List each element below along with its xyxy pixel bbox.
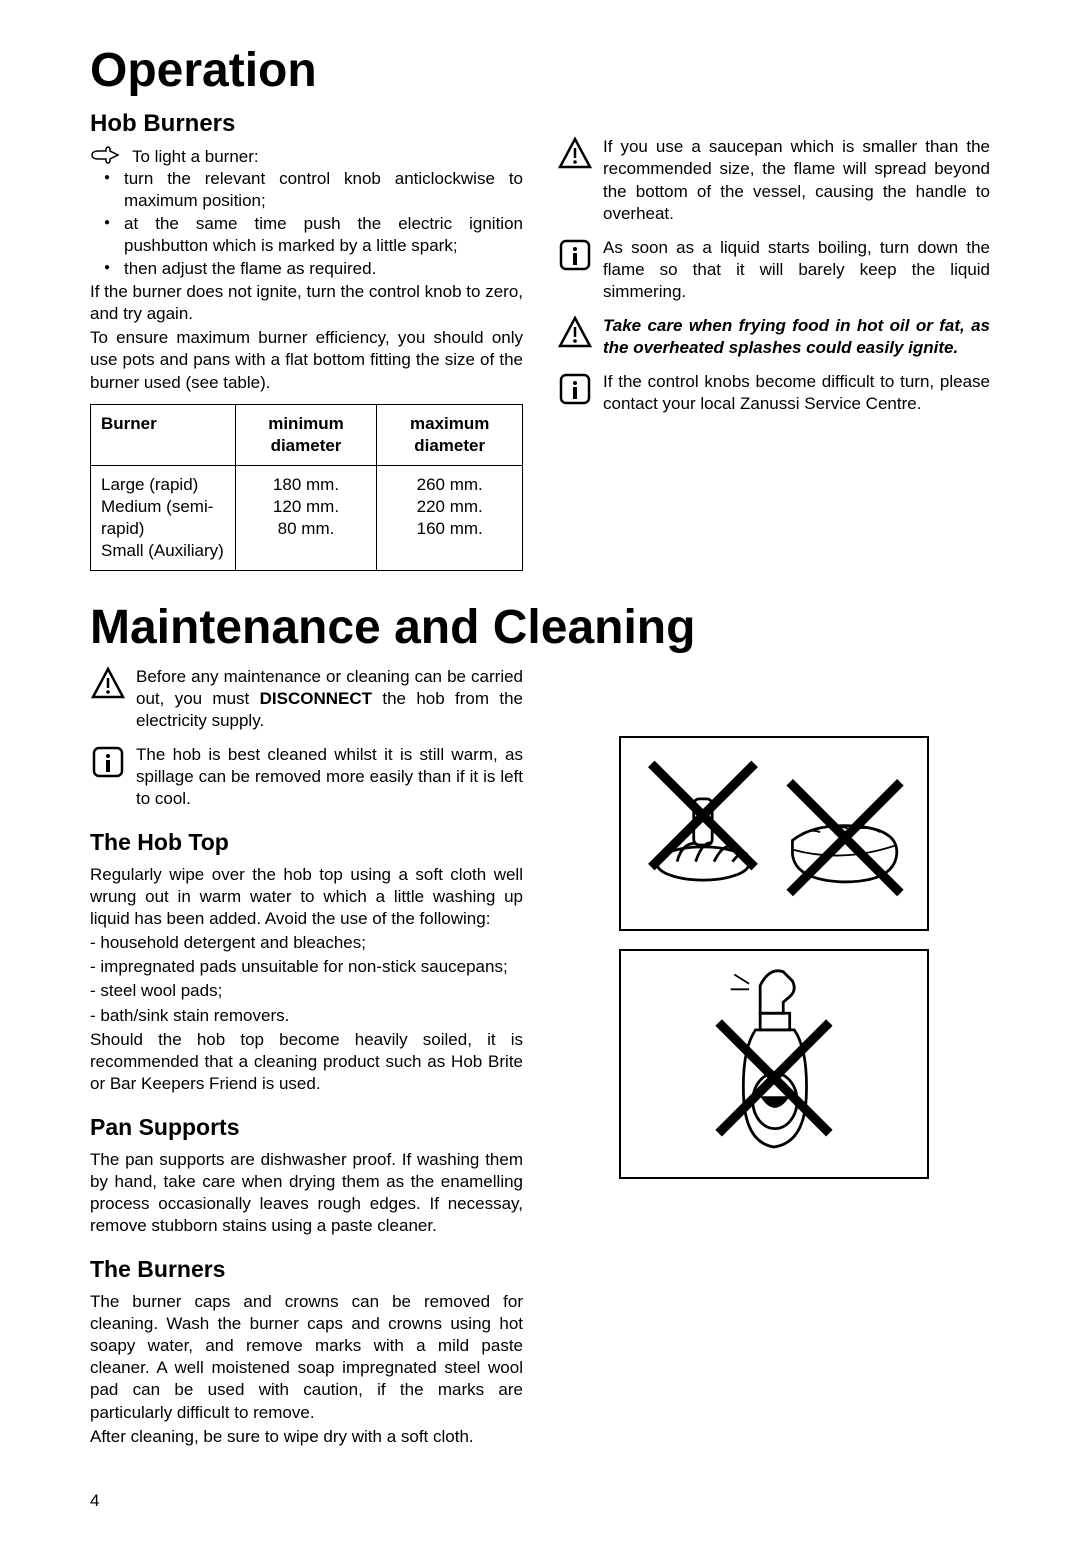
info-square-icon — [557, 237, 593, 273]
warning-disconnect-text: Before any maintenance or cleaning can b… — [136, 666, 523, 732]
heading-operation: Operation — [90, 40, 990, 102]
th-max: maximum diameter — [377, 404, 523, 465]
th-burner: Burner — [91, 404, 236, 465]
cell-line: 260 mm. — [387, 474, 512, 496]
light-burner-text: To light a burner: — [132, 146, 259, 168]
cell-burner: Large (rapid) Medium (semi-rapid) Small … — [91, 465, 236, 570]
ignite-retry-text: If the burner does not ignite, turn the … — [90, 281, 523, 325]
pan-supports-text: The pan supports are dishwasher proof. I… — [90, 1149, 523, 1237]
avoid-item-2: - impregnated pads unsuitable for non-st… — [90, 956, 523, 978]
cell-line: 120 mm. — [246, 496, 367, 518]
warning-frying-text: Take care when frying food in hot oil or… — [603, 315, 990, 359]
maintenance-columns: Before any maintenance or cleaning can b… — [90, 666, 990, 1450]
table-header-row: Burner minimum diameter maximum diameter — [91, 404, 523, 465]
step-3: then adjust the flame as required. — [90, 258, 523, 280]
info-square-icon — [557, 371, 593, 407]
cell-max: 260 mm. 220 mm. 160 mm. — [377, 465, 523, 570]
illustration-spray-bottle — [619, 949, 929, 1179]
heading-hob-top: The Hob Top — [90, 828, 523, 858]
operation-left-col: Hob Burners To light a burner: turn the … — [90, 108, 523, 571]
avoid-item-1: - household detergent and bleaches; — [90, 932, 523, 954]
heading-pan-supports: Pan Supports — [90, 1113, 523, 1143]
maintenance-right-col — [557, 666, 990, 1450]
heading-maintenance: Maintenance and Cleaning — [90, 597, 990, 659]
warning-frying: Take care when frying food in hot oil or… — [557, 315, 990, 359]
operation-columns: Hob Burners To light a burner: turn the … — [90, 108, 990, 571]
burner-size-table: Burner minimum diameter maximum diameter… — [90, 404, 523, 572]
warning-triangle-icon — [557, 315, 593, 351]
cell-line: Medium (semi-rapid) — [101, 496, 225, 540]
heading-hob-burners: Hob Burners — [90, 108, 523, 139]
cell-line: 160 mm. — [387, 518, 512, 540]
cleaning-illustrations — [557, 736, 990, 1179]
info-knobs-text: If the control knobs become difficult to… — [603, 371, 990, 415]
th-min: minimum diameter — [235, 404, 377, 465]
cell-line: 220 mm. — [387, 496, 512, 518]
cell-line: Large (rapid) — [101, 474, 225, 496]
cell-min: 180 mm. 120 mm. 80 mm. — [235, 465, 377, 570]
heading-burners: The Burners — [90, 1255, 523, 1285]
maintenance-left-col: Before any maintenance or cleaning can b… — [90, 666, 523, 1450]
info-boiling: As soon as a liquid starts boiling, turn… — [557, 237, 990, 303]
step-1: turn the relevant control knob anticlock… — [90, 168, 523, 212]
warning-disconnect: Before any maintenance or cleaning can b… — [90, 666, 523, 732]
info-warm-clean: The hob is best cleaned whilst it is sti… — [90, 744, 523, 810]
hand-pointer-icon — [90, 146, 120, 164]
avoid-item-4: - bath/sink stain removers. — [90, 1005, 523, 1027]
table-row: Large (rapid) Medium (semi-rapid) Small … — [91, 465, 523, 570]
warning-triangle-icon — [90, 666, 126, 702]
disconnect-bold: DISCONNECT — [260, 689, 372, 708]
cell-line: 80 mm. — [246, 518, 367, 540]
illustration-brush-sponge — [619, 736, 929, 931]
warning-triangle-icon — [557, 136, 593, 172]
info-warm-clean-text: The hob is best cleaned whilst it is sti… — [136, 744, 523, 810]
warning-saucepan-text: If you use a saucepan which is smaller t… — [603, 136, 990, 224]
avoid-item-3: - steel wool pads; — [90, 980, 523, 1002]
page-number: 4 — [90, 1490, 990, 1512]
cell-line: 180 mm. — [246, 474, 367, 496]
info-knobs: If the control knobs become difficult to… — [557, 371, 990, 415]
burners-text-2: After cleaning, be sure to wipe dry with… — [90, 1426, 523, 1448]
info-boiling-text: As soon as a liquid starts boiling, turn… — [603, 237, 990, 303]
warning-saucepan: If you use a saucepan which is smaller t… — [557, 136, 990, 224]
light-burner-steps: turn the relevant control knob anticlock… — [90, 168, 523, 280]
burners-text-1: The burner caps and crowns can be remove… — [90, 1291, 523, 1424]
hob-top-after: Should the hob top become heavily soiled… — [90, 1029, 523, 1095]
efficiency-text: To ensure maximum burner efficiency, you… — [90, 327, 523, 393]
info-square-icon — [90, 744, 126, 780]
light-burner-intro: To light a burner: — [90, 146, 523, 168]
cell-line: Small (Auxiliary) — [101, 540, 225, 562]
hob-top-intro: Regularly wipe over the hob top using a … — [90, 864, 523, 930]
step-2: at the same time push the electric ignit… — [90, 213, 523, 257]
operation-right-col: If you use a saucepan which is smaller t… — [557, 108, 990, 571]
